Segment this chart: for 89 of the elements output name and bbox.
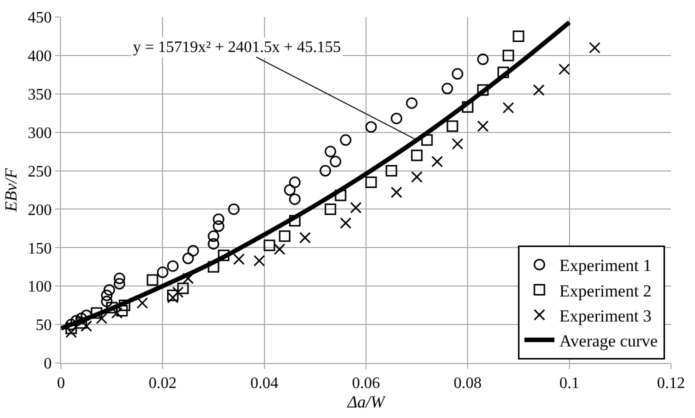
point	[114, 272, 126, 284]
y-tick-label: 300	[28, 124, 52, 142]
point	[340, 134, 352, 146]
point	[477, 54, 489, 66]
point	[208, 261, 220, 273]
point	[101, 296, 112, 308]
legend-label: Average curve	[559, 332, 658, 351]
point	[101, 290, 112, 302]
point	[477, 84, 489, 96]
point	[212, 220, 224, 232]
point	[512, 30, 524, 42]
point	[365, 176, 377, 188]
x-tick-label: 0.02	[148, 375, 177, 392]
point	[289, 193, 301, 205]
point	[177, 282, 189, 294]
point	[90, 307, 102, 319]
point	[118, 300, 130, 312]
point	[365, 121, 377, 133]
point	[212, 213, 224, 225]
x-axis-title: Δa/W	[346, 392, 387, 412]
y-tick-label: 150	[28, 240, 52, 258]
legend-label: Experiment 2	[559, 281, 652, 300]
point	[477, 120, 489, 132]
point	[452, 68, 464, 80]
point	[390, 112, 402, 124]
point	[390, 186, 402, 198]
x-tick-label: 0.1	[559, 375, 580, 392]
point	[446, 120, 458, 132]
y-tick-label: 400	[28, 48, 52, 66]
x-tick-label: 0	[57, 375, 65, 392]
point	[502, 50, 514, 62]
y-tick-label: 0	[44, 356, 52, 373]
point	[442, 82, 454, 94]
point	[228, 203, 240, 215]
point	[431, 156, 443, 168]
x-tick-label: 0.04	[250, 375, 278, 392]
point	[452, 138, 464, 150]
y-tick-label: 350	[28, 86, 52, 104]
point	[558, 64, 570, 76]
point	[274, 243, 286, 255]
point	[182, 252, 194, 264]
point	[533, 84, 545, 96]
point	[104, 284, 116, 296]
point	[330, 156, 342, 168]
point	[350, 202, 362, 214]
point	[146, 274, 158, 286]
y-tick-label: 200	[28, 202, 52, 219]
x-tick-label: 0.12	[657, 375, 685, 392]
point	[106, 302, 118, 314]
point	[136, 297, 148, 309]
point	[208, 230, 220, 242]
x-tick-label: 0.08	[454, 375, 482, 392]
point	[289, 176, 301, 188]
point	[502, 102, 514, 114]
legend-label: Experiment 1	[559, 256, 652, 276]
point	[406, 97, 418, 109]
point	[386, 165, 398, 177]
point	[462, 101, 474, 113]
point	[299, 232, 311, 244]
point	[421, 134, 433, 146]
x-tick-label: 0.06	[352, 375, 380, 392]
point	[278, 230, 290, 242]
point	[498, 66, 509, 78]
point	[324, 146, 336, 158]
point	[320, 165, 332, 177]
point	[284, 184, 296, 196]
y-tick-label: 250	[28, 163, 52, 180]
point	[156, 266, 168, 278]
point	[289, 215, 301, 227]
y-tick-label: 50	[36, 317, 52, 334]
point	[589, 42, 600, 54]
point	[167, 260, 179, 272]
point	[254, 254, 265, 266]
point	[218, 250, 230, 262]
point	[411, 171, 423, 183]
point	[334, 190, 346, 202]
y-tick-label: 100	[28, 278, 52, 296]
point	[264, 240, 276, 252]
annotation: y = 15719x² + 2401.5x + 45.155	[133, 39, 341, 56]
y-axis-title: EBv/F	[1, 168, 20, 213]
point	[340, 217, 352, 229]
point	[233, 253, 245, 265]
point	[187, 244, 199, 256]
legend-label: Experiment 3	[559, 306, 652, 326]
point	[114, 278, 126, 290]
point	[411, 150, 423, 162]
y-tick-label: 450	[28, 10, 52, 27]
point	[208, 238, 220, 250]
point	[324, 203, 336, 215]
